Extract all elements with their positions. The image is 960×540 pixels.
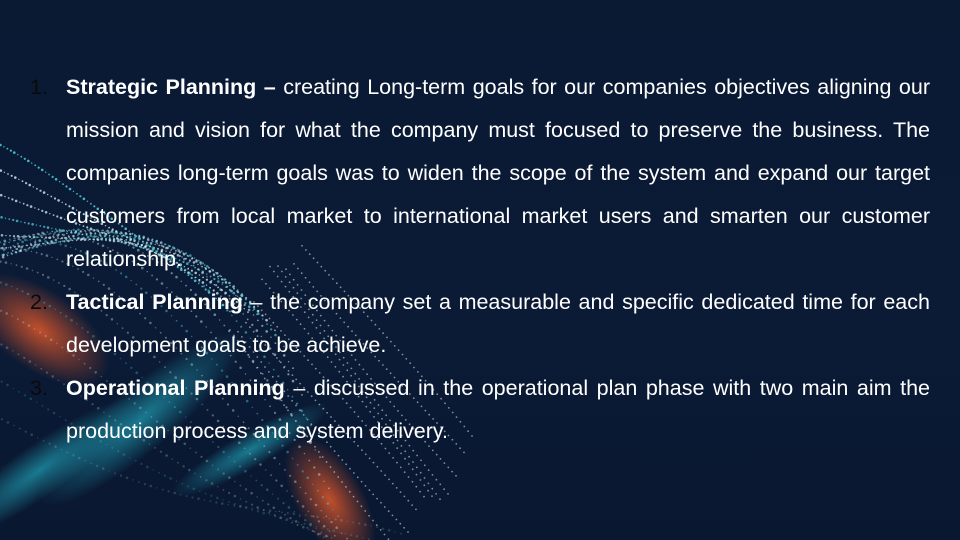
- list-item-tactical: 2. Tactical Planning – the company set a…: [30, 281, 930, 367]
- item-description: – the company set a measurable and speci…: [66, 290, 930, 357]
- item-term: Operational Planning: [66, 376, 285, 400]
- glow-shapes: [0, 273, 376, 540]
- item-number: 3.: [30, 376, 48, 400]
- item-description: creating Long-term goals for our compani…: [66, 75, 930, 271]
- list-item-operational: 3. Operational Planning – discussed in t…: [30, 367, 930, 453]
- particle-dots: [0, 143, 473, 540]
- item-text: Strategic Planning – creating Long-term …: [66, 66, 930, 281]
- list-item-strategic: 1. Strategic Planning – creating Long-te…: [30, 66, 930, 281]
- item-text: Operational Planning – discussed in the …: [66, 367, 930, 453]
- item-text: Tactical Planning – the company set a me…: [66, 281, 930, 367]
- item-description: – discussed in the operational plan phas…: [66, 376, 930, 443]
- item-number: 1.: [30, 75, 48, 99]
- item-number: 2.: [30, 290, 48, 314]
- item-term: Strategic Planning –: [66, 75, 276, 99]
- planning-list: 1. Strategic Planning – creating Long-te…: [30, 66, 930, 453]
- item-term: Tactical Planning: [66, 290, 243, 314]
